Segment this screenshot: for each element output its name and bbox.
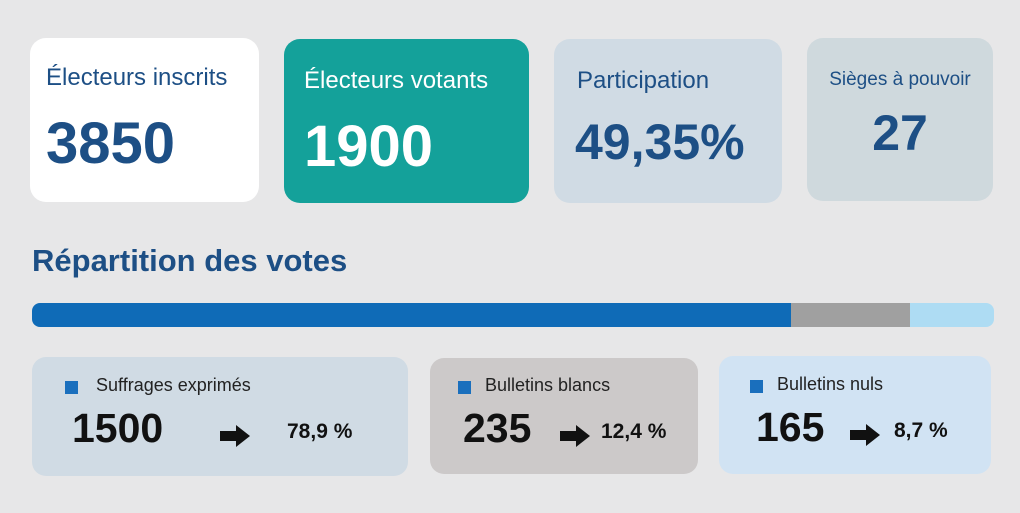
null-ballots-card: Bulletins nuls 165 8,7 % bbox=[719, 356, 991, 474]
bar-segment-null bbox=[910, 303, 994, 327]
expressed-votes-percent: 78,9 % bbox=[287, 420, 353, 443]
null-ballots-label: Bulletins nuls bbox=[777, 374, 884, 394]
legend-square-icon bbox=[458, 381, 471, 394]
registered-voters-label: Électeurs inscrits bbox=[46, 64, 228, 91]
registered-voters-card: Électeurs inscrits 3850 bbox=[30, 38, 259, 202]
bar-segment-blank bbox=[791, 303, 911, 327]
registered-voters-value: 3850 bbox=[46, 111, 176, 176]
voters-value: 1900 bbox=[304, 114, 434, 179]
null-ballots-value: 165 bbox=[756, 404, 825, 450]
section-title: Répartition des votes bbox=[32, 243, 348, 278]
seats-label: Sièges à pouvoir bbox=[829, 69, 971, 90]
voters-card: Électeurs votants 1900 bbox=[284, 39, 529, 203]
legend-square-icon bbox=[65, 381, 78, 394]
arrow-right-icon bbox=[560, 425, 590, 447]
blank-ballots-card: Bulletins blancs 235 12,4 % bbox=[430, 358, 698, 474]
vote-distribution-bar bbox=[32, 303, 994, 327]
expressed-votes-value: 1500 bbox=[72, 405, 164, 451]
arrow-right-icon bbox=[220, 425, 250, 447]
null-ballots-percent: 8,7 % bbox=[894, 419, 948, 442]
participation-value: 49,35% bbox=[575, 114, 745, 170]
expressed-votes-label: Suffrages exprimés bbox=[96, 375, 251, 395]
participation-label: Participation bbox=[577, 67, 710, 94]
seats-value: 27 bbox=[872, 105, 928, 161]
arrow-right-icon bbox=[850, 424, 880, 446]
voters-label: Électeurs votants bbox=[304, 67, 489, 94]
blank-ballots-label: Bulletins blancs bbox=[485, 375, 611, 395]
seats-card: Sièges à pouvoir 27 bbox=[807, 38, 993, 201]
legend-square-icon bbox=[750, 380, 763, 393]
expressed-votes-card: Suffrages exprimés 1500 78,9 % bbox=[32, 357, 408, 476]
blank-ballots-value: 235 bbox=[463, 405, 532, 451]
participation-card: Participation 49,35% bbox=[554, 39, 782, 203]
blank-ballots-percent: 12,4 % bbox=[601, 420, 667, 443]
bar-segment-expressed bbox=[32, 303, 792, 327]
